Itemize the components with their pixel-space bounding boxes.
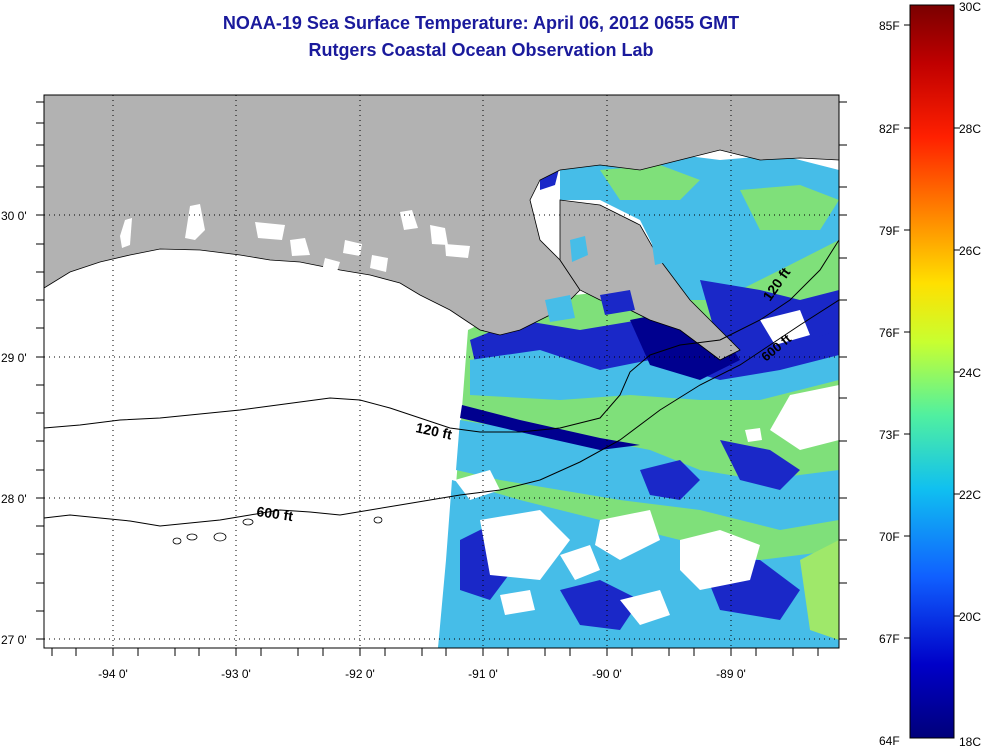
- colorbar-label-82f: 82F: [879, 122, 900, 136]
- sst-swath: [438, 150, 839, 648]
- colorbar-label-79f: 79F: [879, 224, 900, 238]
- colorbar-label-30c: 30C: [959, 0, 982, 14]
- map-title: NOAA-19 Sea Surface Temperature: April 0…: [222, 13, 740, 33]
- lon-label-90: -90 0': [592, 667, 622, 681]
- lon-label-89: -89 0': [716, 667, 746, 681]
- lat-label-29: 29 0': [1, 351, 27, 365]
- lon-label-93: -93 0': [221, 667, 251, 681]
- contour-120ft: [44, 239, 839, 433]
- colorbar-label-28c: 28C: [959, 122, 982, 136]
- lon-label-91: -91 0': [468, 667, 498, 681]
- lat-label-28: 28 0': [1, 492, 27, 506]
- lat-label-30: 30 0': [1, 209, 27, 223]
- map-ticks: [36, 101, 847, 656]
- colorbar-label-18c: 18C: [959, 735, 982, 749]
- colorbar-label-85f: 85F: [879, 19, 900, 33]
- contour-label-600ft: 600 ft: [256, 503, 295, 524]
- lon-label-92: -92 0': [345, 667, 375, 681]
- colorbar-label-20c: 20C: [959, 610, 982, 624]
- land-mass: [44, 95, 839, 336]
- colorbar-label-67f: 67F: [879, 632, 900, 646]
- colorbar-label-24c: 24C: [959, 366, 982, 380]
- colorbar-label-26c: 26C: [959, 244, 982, 258]
- map-frame: [43, 94, 840, 649]
- map-subtitle: Rutgers Coastal Ocean Observation Lab: [308, 40, 654, 60]
- lon-label-94: -94 0': [98, 667, 128, 681]
- colorbar-label-70f: 70F: [879, 530, 900, 544]
- colorbar-label-73f: 73F: [879, 428, 900, 442]
- colorbar-label-64f: 64F: [879, 734, 900, 748]
- colorbar-ticks: [904, 24, 960, 639]
- graticule: [44, 95, 839, 648]
- colorbar-label-76f: 76F: [879, 326, 900, 340]
- inland-water: [545, 225, 675, 322]
- contour-label-120ft-west: 120 ft: [414, 419, 453, 442]
- colorbar: [909, 4, 955, 739]
- coastal-lakes: [120, 204, 470, 275]
- colorbar-label-22c: 22C: [959, 488, 982, 502]
- contour-600ft: [44, 299, 839, 527]
- lat-label-27: 27 0': [1, 633, 27, 647]
